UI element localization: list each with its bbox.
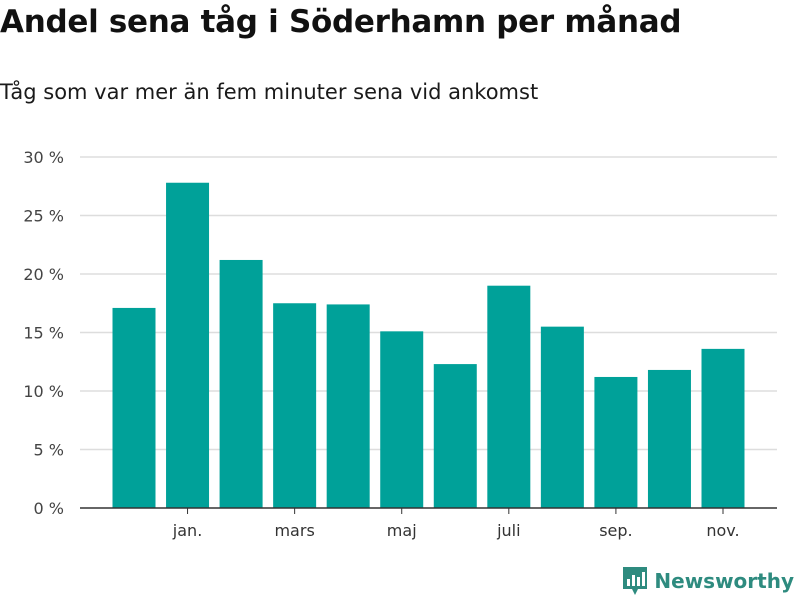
y-tick-label: 30 % [23, 148, 64, 167]
x-tick-label: jan. [172, 521, 202, 540]
bar-feb. [219, 259, 263, 508]
bar-mars [273, 303, 317, 508]
bar-dec. [112, 307, 156, 508]
x-tick-label: nov. [706, 521, 739, 540]
bar-aug. [540, 326, 584, 508]
bar-juni [433, 364, 477, 508]
bar-sep. [594, 376, 638, 508]
bars [112, 182, 745, 509]
y-tick-label: 0 % [34, 499, 64, 518]
bar-maj [380, 331, 424, 508]
y-tick-label: 20 % [23, 265, 64, 284]
bar-jan. [166, 182, 210, 509]
brand-logo: Newsworthy [622, 566, 794, 596]
x-tick-label: sep. [599, 521, 632, 540]
y-tick-label: 5 % [34, 441, 64, 460]
chart-subtitle: Tåg som var mer än fem minuter sena vid … [0, 80, 539, 104]
x-tick-label: juli [496, 521, 520, 540]
x-tick-label: maj [387, 521, 417, 540]
bar-chart-icon [623, 567, 648, 595]
bar-nov. [701, 348, 745, 508]
brand-name: Newsworthy [654, 569, 794, 593]
y-tick-label: 10 % [23, 382, 64, 401]
x-tick-labels: jan. mars maj juli sep. nov. [172, 508, 740, 540]
y-tick-label: 25 % [23, 207, 64, 226]
y-tick-labels: 0 % 5 % 10 % 15 % 20 % 25 % 30 % [23, 148, 64, 518]
bar-apr. [326, 304, 370, 508]
y-tick-label: 15 % [23, 324, 64, 343]
bar-okt. [647, 369, 691, 508]
bar-juli [487, 285, 531, 508]
x-tick-label: mars [274, 521, 314, 540]
chart-title: Andel sena tåg i Söderhamn per månad [0, 4, 682, 40]
